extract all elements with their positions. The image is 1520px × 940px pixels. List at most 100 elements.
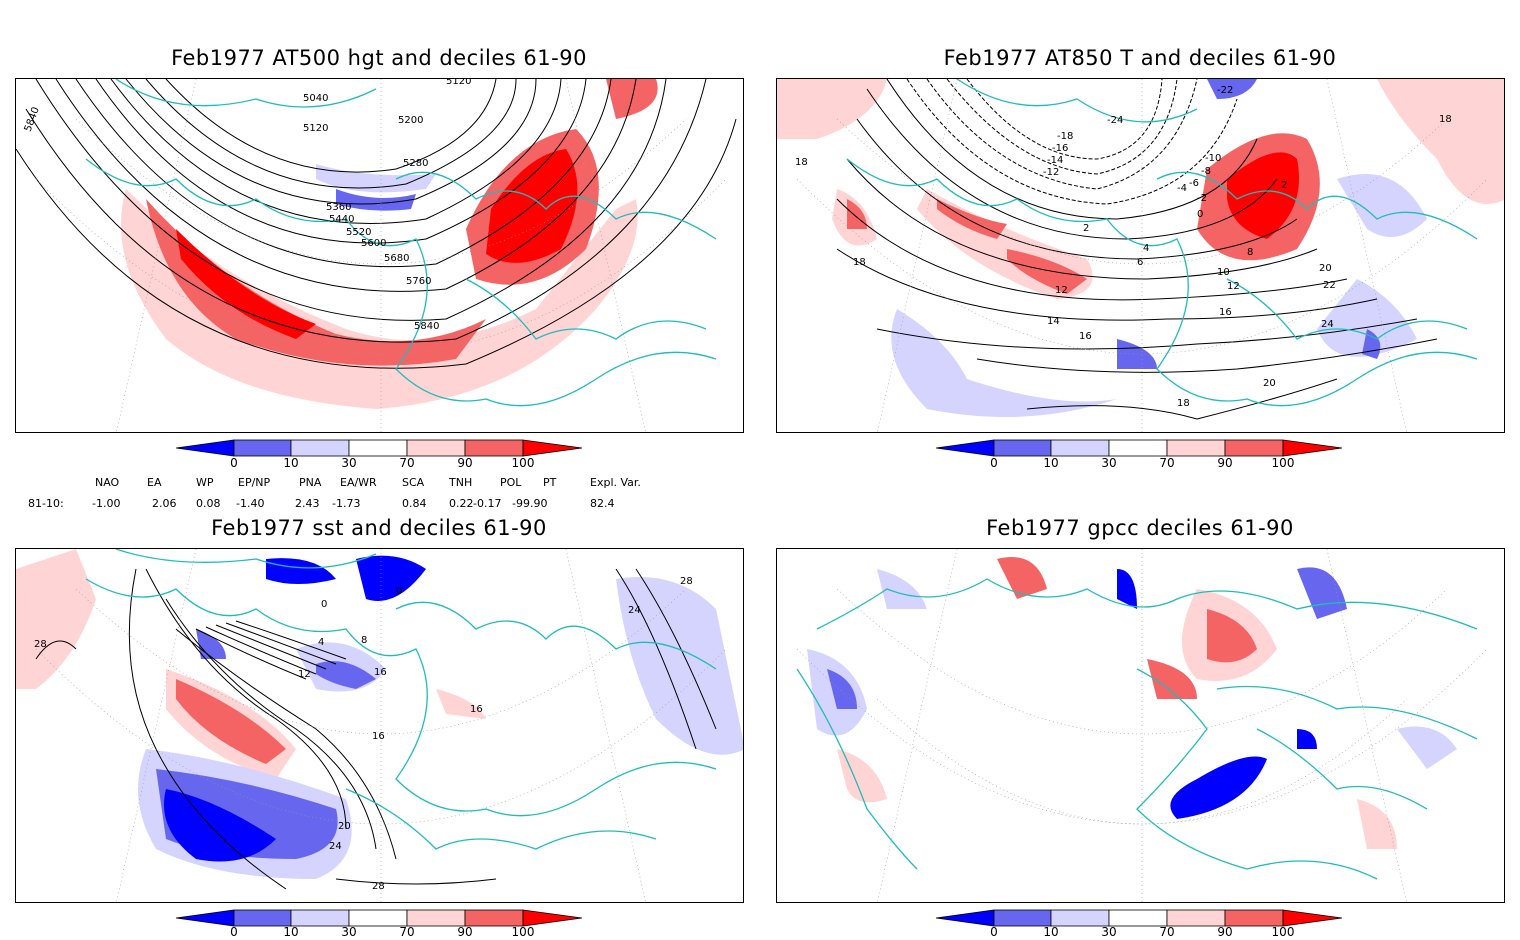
svg-text:-4: -4	[1177, 183, 1187, 194]
colorbar-tick: 0	[990, 456, 998, 470]
coastlines	[796, 578, 1478, 880]
map-at500: 5040 5120 5200 5280 5360 5440 5520 5600 …	[16, 79, 737, 432]
sst-contours	[35, 568, 717, 890]
colorbar-tick: 30	[341, 925, 357, 939]
colorbar-top-right	[935, 439, 1343, 457]
svg-text:5040: 5040	[303, 93, 328, 104]
svg-text:2: 2	[1281, 180, 1287, 191]
map-panel-sst: 28 28 0 0 4 8 12 16 16 20 24 24 28 16	[15, 548, 744, 903]
index-header: EP/NP	[238, 476, 271, 489]
svg-text:18: 18	[853, 257, 866, 268]
panel-title-at500: Feb1977 AT500 hgt and deciles 61-90	[171, 46, 587, 70]
svg-text:-18: -18	[1057, 131, 1073, 142]
index-header: EA/WR	[340, 476, 377, 489]
svg-text:0: 0	[396, 586, 402, 597]
index-value: -1.00	[92, 497, 121, 510]
contour-labels: -24 -22 -18 -16 -14 -12 -10 -8 -6 -4 -2 …	[795, 85, 1452, 409]
index-value: -99.90	[512, 497, 548, 510]
svg-text:5120: 5120	[303, 123, 328, 134]
map-panel-gpcc	[776, 548, 1505, 903]
graticule	[35, 79, 727, 432]
svg-text:4: 4	[1143, 243, 1149, 254]
colorbar-tick: 90	[1217, 456, 1233, 470]
svg-text:5200: 5200	[398, 115, 423, 126]
index-value: 0.22	[449, 497, 474, 510]
svg-text:12: 12	[298, 669, 311, 680]
index-value: 82.4	[590, 497, 615, 510]
index-header: Expl. Var.	[590, 476, 641, 489]
colorbar-tick: 90	[457, 456, 473, 470]
svg-text:12: 12	[1227, 281, 1240, 292]
svg-text:5760: 5760	[406, 276, 431, 287]
graticule	[796, 549, 1488, 902]
svg-text:-14: -14	[1047, 155, 1063, 166]
colorbar-tick: 90	[457, 925, 473, 939]
svg-text:-16: -16	[1052, 143, 1068, 154]
colorbar-tick: 10	[283, 925, 299, 939]
svg-text:6: 6	[1137, 257, 1143, 268]
index-value: 0.08	[196, 497, 221, 510]
colorbar-tick: 100	[1271, 925, 1295, 939]
map-panel-at500: 5040 5120 5200 5280 5360 5440 5520 5600 …	[15, 78, 744, 433]
svg-text:20: 20	[1263, 378, 1276, 389]
colorbar-tick: 70	[399, 925, 415, 939]
colorbar-tick: 0	[230, 925, 238, 939]
svg-text:18: 18	[795, 157, 808, 168]
svg-text:-2: -2	[1197, 193, 1207, 204]
colorbar-tick: 90	[1217, 925, 1233, 939]
index-value: -1.73	[332, 497, 361, 510]
graticule	[35, 549, 727, 902]
svg-text:28: 28	[34, 639, 47, 650]
svg-text:0: 0	[1197, 209, 1203, 220]
index-value: -0.17	[473, 497, 502, 510]
svg-text:5520: 5520	[346, 227, 371, 238]
svg-text:24: 24	[329, 841, 342, 852]
index-header: PT	[543, 476, 557, 489]
svg-text:4: 4	[318, 637, 324, 648]
svg-text:20: 20	[338, 821, 351, 832]
temperature-contours	[836, 79, 1438, 420]
svg-text:-6: -6	[1189, 178, 1199, 189]
coastlines	[85, 549, 717, 850]
index-header: EA	[147, 476, 162, 489]
index-header: SCA	[402, 476, 425, 489]
svg-text:5680: 5680	[384, 253, 409, 264]
map-gpcc	[796, 549, 1488, 902]
index-value: 0.84	[402, 497, 427, 510]
colorbar-tick: 30	[1101, 925, 1117, 939]
panel-title-sst: Feb1977 sst and deciles 61-90	[211, 516, 547, 540]
svg-text:22: 22	[1323, 280, 1336, 291]
svg-text:10: 10	[1217, 267, 1230, 278]
svg-text:0: 0	[321, 599, 327, 610]
colorbar-tick: 0	[990, 925, 998, 939]
colorbar-top-left	[175, 439, 583, 457]
svg-text:16: 16	[374, 667, 387, 678]
svg-text:5360: 5360	[326, 202, 351, 213]
height-contours	[16, 79, 737, 369]
colorbar-bottom-right	[935, 909, 1343, 927]
svg-text:2: 2	[1083, 223, 1089, 234]
colorbar-tick: 100	[511, 925, 535, 939]
decile-shading	[16, 549, 743, 879]
index-header: POL	[500, 476, 522, 489]
svg-text:5840: 5840	[414, 321, 439, 332]
panel-title-gpcc: Feb1977 gpcc deciles 61-90	[986, 516, 1294, 540]
map-sst: 28 28 0 0 4 8 12 16 16 20 24 24 28 16	[16, 549, 743, 902]
colorbar-tick: 30	[1101, 456, 1117, 470]
svg-text:18: 18	[1177, 398, 1190, 409]
graticule	[796, 79, 1488, 432]
svg-text:-10: -10	[1205, 153, 1221, 164]
svg-text:24: 24	[628, 605, 641, 616]
svg-text:14: 14	[1047, 316, 1060, 327]
colorbar-tick: 100	[1271, 456, 1295, 470]
svg-text:18: 18	[1439, 114, 1452, 125]
contour-labels: 28 28 0 0 4 8 12 16 16 20 24 24 28 16	[34, 576, 693, 892]
index-header: NAO	[95, 476, 120, 489]
colorbar-tick: 10	[1043, 456, 1059, 470]
svg-text:8: 8	[1247, 247, 1253, 258]
svg-text:16: 16	[1079, 331, 1092, 342]
svg-text:8: 8	[361, 635, 367, 646]
decile-shading	[807, 557, 1457, 849]
colorbar-tick: 30	[341, 456, 357, 470]
index-value: -1.40	[236, 497, 265, 510]
